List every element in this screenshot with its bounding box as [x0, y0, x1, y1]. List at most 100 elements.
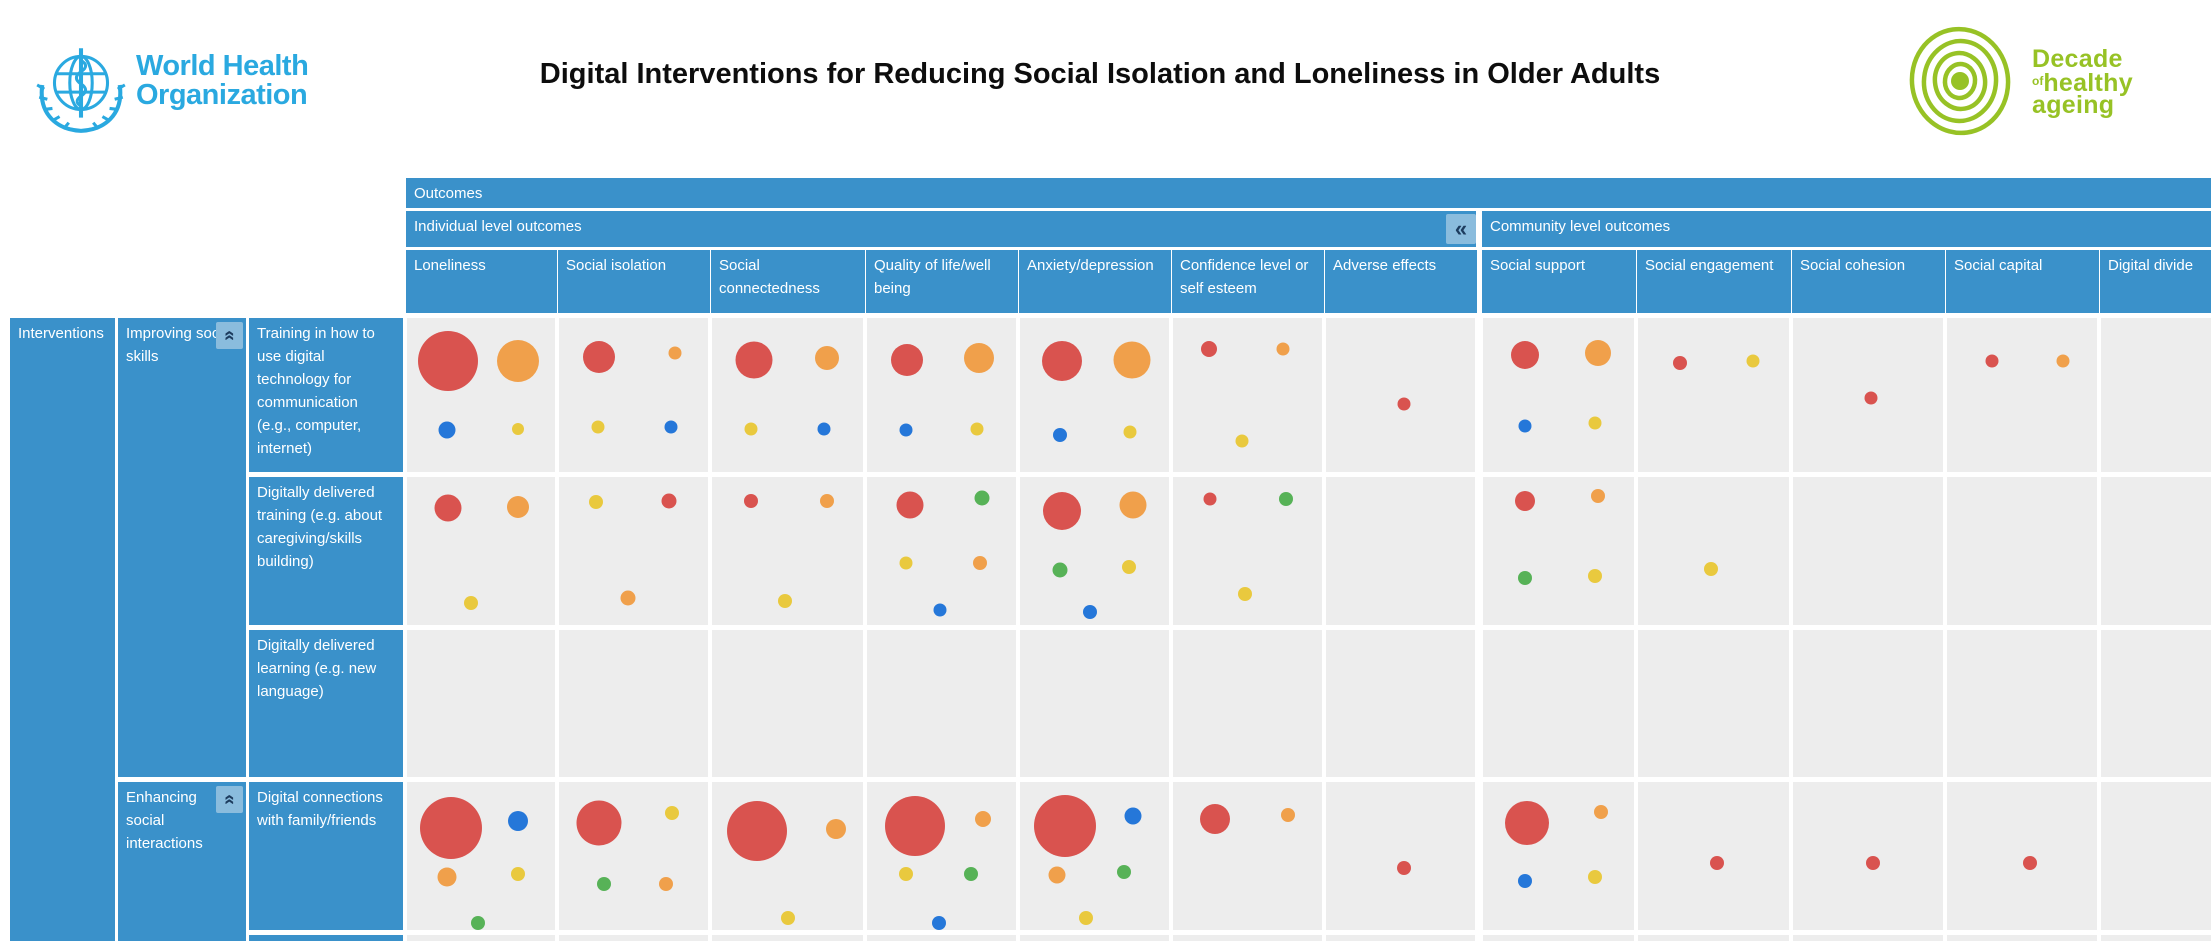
blue-bubble[interactable]	[933, 603, 947, 617]
orange-bubble[interactable]	[1590, 489, 1605, 504]
blue-bubble[interactable]	[1053, 428, 1068, 442]
yellow-bubble[interactable]	[1078, 911, 1093, 926]
community-level-outcomes-band: Community level outcomes	[1482, 211, 2211, 247]
yellow-bubble[interactable]	[1121, 560, 1136, 575]
red-bubble[interactable]	[744, 493, 759, 508]
red-bubble[interactable]	[1864, 391, 1878, 405]
blue-bubble[interactable]	[664, 420, 678, 434]
yellow-bubble[interactable]	[463, 595, 478, 610]
orange-bubble[interactable]	[973, 555, 988, 570]
red-bubble[interactable]	[727, 800, 788, 861]
orange-bubble[interactable]	[975, 811, 992, 827]
orange-bubble[interactable]	[825, 819, 846, 840]
yellow-bubble[interactable]	[777, 594, 792, 609]
red-bubble[interactable]	[661, 493, 677, 509]
orange-bubble[interactable]	[1119, 491, 1147, 519]
blue-bubble[interactable]	[1518, 874, 1533, 889]
red-bubble[interactable]	[896, 491, 924, 519]
yellow-bubble[interactable]	[1587, 869, 1602, 884]
red-bubble[interactable]	[1203, 492, 1217, 506]
green-bubble[interactable]	[1052, 562, 1068, 578]
orange-bubble[interactable]	[2056, 354, 2069, 368]
yellow-bubble[interactable]	[1703, 561, 1718, 576]
orange-bubble[interactable]	[1113, 341, 1151, 379]
yellow-bubble[interactable]	[898, 866, 913, 881]
orange-bubble[interactable]	[819, 493, 834, 508]
red-bubble[interactable]	[1673, 355, 1688, 370]
red-bubble[interactable]	[1199, 804, 1230, 834]
red-bubble[interactable]	[1397, 397, 1410, 411]
matrix-cell	[712, 630, 863, 777]
yellow-bubble[interactable]	[1587, 569, 1602, 584]
blue-bubble[interactable]	[931, 915, 946, 930]
red-bubble[interactable]	[1200, 340, 1217, 357]
red-bubble[interactable]	[1033, 795, 1096, 858]
blue-bubble[interactable]	[438, 421, 456, 439]
red-bubble[interactable]	[2022, 856, 2037, 871]
red-bubble[interactable]	[434, 494, 462, 522]
matrix-cell	[1638, 630, 1789, 777]
collapse-group-button[interactable]: «	[216, 322, 243, 349]
orange-bubble[interactable]	[963, 343, 994, 373]
orange-bubble[interactable]	[620, 590, 635, 606]
blue-bubble[interactable]	[1083, 604, 1097, 619]
orange-bubble[interactable]	[1276, 342, 1290, 356]
yellow-bubble[interactable]	[744, 422, 758, 436]
blue-bubble[interactable]	[508, 810, 528, 831]
green-bubble[interactable]	[471, 915, 485, 930]
yellow-bubble[interactable]	[511, 866, 525, 881]
blue-bubble[interactable]	[817, 422, 831, 436]
matrix-cell	[1483, 477, 1634, 625]
orange-bubble[interactable]	[437, 867, 457, 887]
orange-bubble[interactable]	[507, 495, 529, 518]
red-bubble[interactable]	[418, 331, 479, 392]
yellow-bubble[interactable]	[1588, 416, 1602, 430]
red-bubble[interactable]	[576, 800, 622, 846]
yellow-bubble[interactable]	[591, 420, 605, 434]
red-bubble[interactable]	[1985, 354, 1999, 368]
yellow-bubble[interactable]	[1235, 434, 1248, 448]
red-bubble[interactable]	[1865, 856, 1880, 871]
red-bubble[interactable]	[1709, 856, 1724, 871]
yellow-bubble[interactable]	[899, 556, 913, 570]
green-bubble[interactable]	[1518, 570, 1533, 585]
green-bubble[interactable]	[1117, 865, 1132, 880]
red-bubble[interactable]	[735, 341, 773, 379]
green-bubble[interactable]	[596, 877, 611, 892]
yellow-bubble[interactable]	[665, 806, 680, 821]
orange-bubble[interactable]	[1048, 866, 1066, 884]
red-bubble[interactable]	[1042, 492, 1081, 530]
red-bubble[interactable]	[1504, 801, 1549, 846]
yellow-bubble[interactable]	[1123, 425, 1137, 439]
orange-bubble[interactable]	[497, 340, 539, 383]
blue-bubble[interactable]	[1124, 807, 1142, 825]
green-bubble[interactable]	[974, 490, 990, 506]
green-bubble[interactable]	[964, 866, 979, 881]
yellow-bubble[interactable]	[1237, 586, 1252, 601]
red-bubble[interactable]	[1515, 490, 1536, 511]
orange-bubble[interactable]	[1593, 804, 1608, 819]
red-bubble[interactable]	[884, 796, 945, 857]
yellow-bubble[interactable]	[512, 422, 524, 435]
yellow-bubble[interactable]	[589, 495, 604, 510]
green-bubble[interactable]	[1279, 492, 1294, 507]
red-bubble[interactable]	[1511, 341, 1540, 369]
orange-bubble[interactable]	[659, 877, 674, 892]
blue-bubble[interactable]	[899, 423, 913, 437]
red-bubble[interactable]	[1041, 341, 1082, 382]
orange-bubble[interactable]	[1584, 340, 1611, 367]
blue-bubble[interactable]	[1518, 419, 1532, 433]
red-bubble[interactable]	[420, 796, 483, 859]
yellow-bubble[interactable]	[970, 422, 984, 436]
yellow-bubble[interactable]	[1746, 354, 1760, 368]
orange-bubble[interactable]	[814, 346, 839, 370]
orange-bubble[interactable]	[668, 346, 682, 360]
orange-bubble[interactable]	[1280, 807, 1295, 822]
collapse-group-button[interactable]: «	[216, 786, 243, 813]
red-bubble[interactable]	[1396, 860, 1411, 875]
red-bubble[interactable]	[891, 343, 924, 376]
yellow-bubble[interactable]	[780, 911, 795, 926]
red-bubble[interactable]	[583, 340, 616, 373]
collapse-individual-outcomes-button[interactable]: «	[1446, 214, 1476, 244]
matrix-cell	[1173, 477, 1322, 625]
